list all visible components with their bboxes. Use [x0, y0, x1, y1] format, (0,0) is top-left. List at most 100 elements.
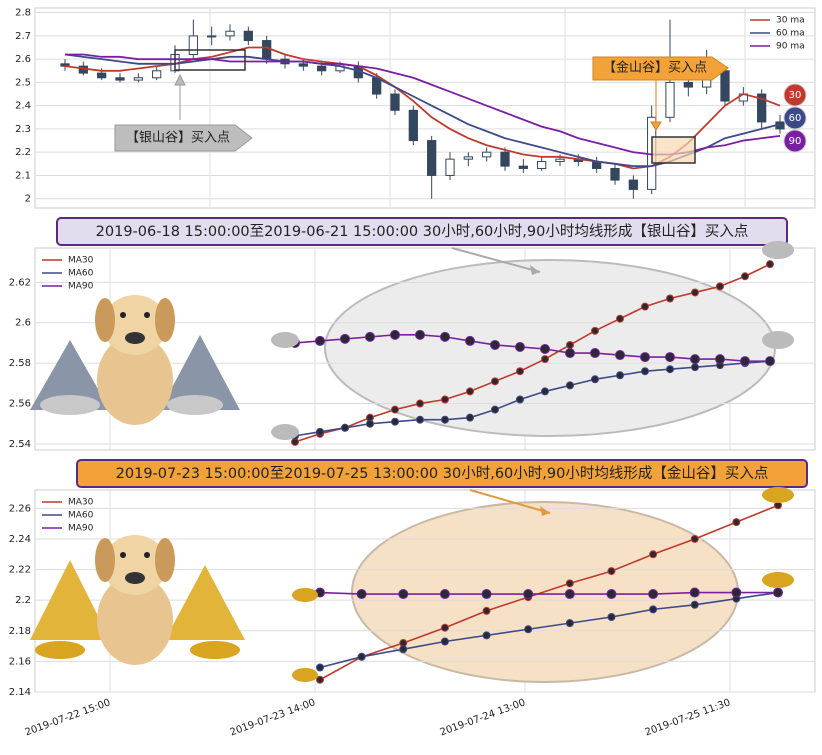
point [773, 587, 783, 598]
point [731, 587, 742, 598]
point [649, 550, 658, 559]
candle-body [628, 179, 638, 190]
y-tick-label: 2.6 [15, 318, 31, 329]
point [690, 600, 699, 609]
candle-body [445, 158, 455, 176]
point [491, 377, 499, 386]
annotation: 【金山谷】买入点 [603, 60, 707, 76]
point [648, 589, 659, 600]
point [341, 423, 349, 432]
x-tick-label: 2019-07-24 13:00 [439, 697, 527, 738]
point [416, 399, 424, 408]
y-tick-label: 2.18 [9, 626, 31, 637]
candle-body [262, 40, 272, 60]
point [607, 613, 616, 622]
point [516, 367, 524, 376]
y-tick-label: 2 [25, 194, 31, 205]
point [616, 314, 624, 323]
legend-label: MA30 [68, 256, 94, 266]
point [541, 387, 549, 396]
candle-body [298, 63, 308, 67]
x-tick-label: 2019-07-25 11:30 [644, 697, 732, 738]
point [690, 534, 699, 543]
point [482, 631, 491, 640]
y-tick-label: 2.7 [15, 31, 31, 42]
point [523, 589, 534, 600]
candle-body [188, 35, 198, 56]
point [439, 589, 450, 600]
point [565, 579, 574, 588]
point [566, 340, 574, 349]
background [34, 7, 816, 693]
candle-body [243, 30, 253, 42]
point [665, 352, 675, 363]
candle-body [97, 72, 107, 79]
point [491, 405, 499, 414]
badge: 90 [789, 136, 802, 147]
y-tick-label: 2.14 [9, 687, 31, 698]
point [590, 348, 600, 359]
point [566, 381, 574, 390]
point [441, 415, 449, 424]
candle-body [317, 65, 327, 72]
point [666, 294, 674, 303]
point [540, 344, 550, 354]
point [481, 589, 492, 600]
y-tick-label: 2.24 [9, 534, 31, 545]
candle-body [720, 70, 730, 102]
y-tick-label: 2.54 [9, 439, 31, 450]
point [316, 663, 324, 672]
ma-line [319, 591, 778, 595]
point [366, 419, 374, 428]
point [399, 645, 408, 654]
y-tick-label: 2.5 [15, 77, 31, 88]
point [391, 405, 399, 414]
point [565, 619, 574, 628]
ma-line [294, 360, 771, 437]
point [541, 355, 549, 364]
candle-body [555, 158, 565, 162]
legend-label: MA60 [68, 269, 94, 279]
legend-label: 90 ma [776, 42, 805, 52]
point [490, 339, 500, 350]
point [591, 326, 599, 335]
x-tick-label: 2019-07-22 15:00 [24, 697, 112, 738]
point [357, 652, 366, 661]
point [440, 637, 449, 646]
point [732, 518, 741, 527]
ma-line [294, 263, 771, 443]
point [640, 352, 650, 363]
point [416, 415, 424, 424]
y-tick-label: 2.26 [9, 503, 31, 514]
candle-body [390, 93, 400, 111]
candle-body [500, 151, 510, 167]
ma-line [319, 591, 779, 669]
point [691, 288, 699, 297]
point [741, 272, 749, 281]
candle-body [152, 70, 162, 79]
point [440, 623, 449, 632]
point [689, 587, 700, 598]
candle-body [133, 77, 143, 81]
y-tick-label: 2.3 [15, 124, 31, 135]
legend-label: MA30 [68, 498, 94, 508]
point [441, 395, 449, 404]
candle-body [683, 81, 693, 88]
candle-body [225, 30, 235, 37]
point [315, 335, 325, 346]
point [641, 367, 649, 376]
panel-title: 2019-07-23 15:00:00至2019-07-25 13:00:00 … [116, 465, 769, 482]
annotation: 【银山谷】买入点 [126, 131, 230, 146]
ma-line [319, 504, 779, 681]
point [765, 356, 775, 367]
point [466, 387, 474, 396]
candle-body [537, 160, 547, 169]
y-tick-label: 2.2 [15, 595, 31, 606]
point [715, 354, 725, 365]
point [691, 363, 699, 372]
y-tick-label: 2.4 [15, 101, 31, 112]
point [607, 567, 616, 576]
point [316, 427, 324, 436]
legend-label: 30 ma [776, 16, 805, 26]
